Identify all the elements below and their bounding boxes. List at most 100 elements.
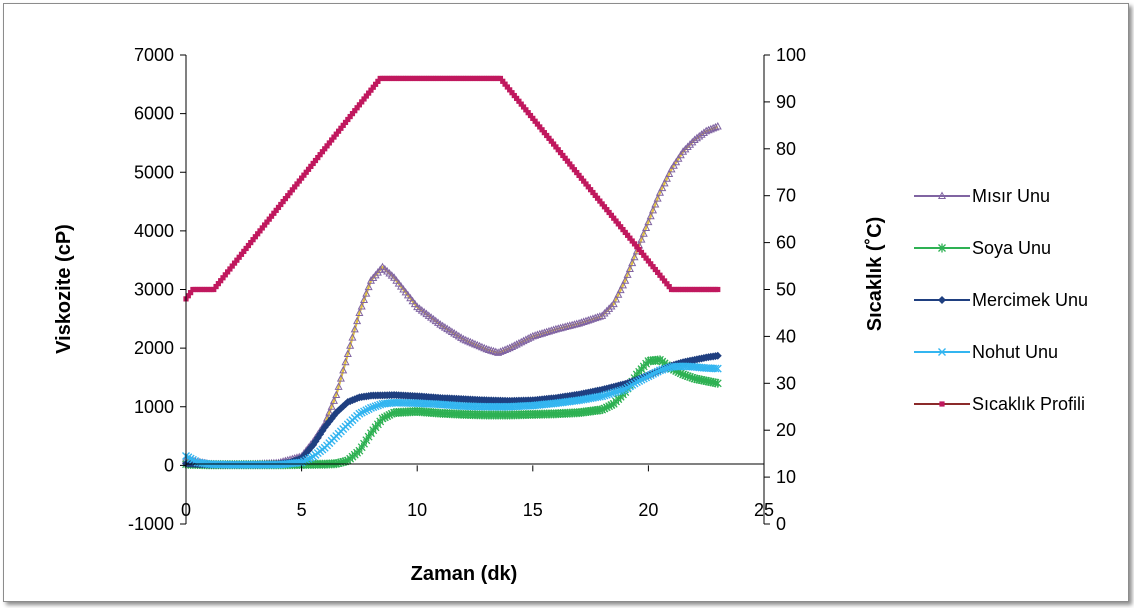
- data-point: [546, 135, 552, 141]
- data-point: [186, 454, 195, 463]
- data-point: [392, 276, 401, 284]
- data-point: [278, 201, 284, 208]
- x-tick-label: 5: [297, 500, 307, 520]
- data-point: [613, 218, 619, 224]
- data-point: [535, 329, 544, 338]
- data-point: [375, 78, 381, 84]
- data-point: [262, 222, 268, 228]
- data-point: [711, 364, 720, 373]
- data-point: [338, 125, 344, 131]
- data-point: [688, 137, 697, 146]
- legend-item: Nohut Unu: [914, 342, 1058, 362]
- data-point: [304, 454, 313, 463]
- data-point: [342, 119, 349, 126]
- data-point: [593, 312, 602, 321]
- data-point: [357, 408, 366, 417]
- data-point: [188, 455, 197, 464]
- data-point: [500, 78, 506, 84]
- data-point: [271, 210, 277, 216]
- data-point: [229, 263, 235, 269]
- data-point: [713, 378, 722, 388]
- data-point: [664, 281, 670, 287]
- data-point: [532, 118, 538, 124]
- data-point: [655, 269, 661, 275]
- chart-svg: 0 5 10 15 20 25-10000100020003000400050006000…: [53, 45, 1088, 585]
- data-point: [662, 364, 671, 373]
- data-point: [354, 105, 360, 111]
- data-point: [250, 237, 256, 243]
- data-point: [257, 228, 263, 234]
- data-point: [635, 376, 644, 385]
- chart-frame: 0 5 10 15 20 25 -1000 0 1000 2000 3000 4000 5000 6000…: [3, 3, 1129, 602]
- data-point: [676, 150, 685, 159]
- legend-label: Sıcaklık Profili: [972, 394, 1085, 414]
- data-point: [661, 278, 668, 284]
- data-point: [598, 311, 607, 319]
- legend-label: Soya Unu: [972, 238, 1051, 258]
- data-point: [366, 403, 375, 412]
- ticks: 0 5 10 15 20 25-10000100020003000400050006000…: [128, 45, 806, 534]
- data-point: [292, 184, 298, 190]
- data-point: [630, 252, 639, 261]
- y-tick-label: 0: [164, 455, 174, 475]
- data-point: [599, 201, 605, 207]
- data-point: [643, 255, 649, 261]
- data-point: [658, 365, 667, 374]
- data-point: [642, 373, 651, 382]
- data-point: [346, 341, 355, 349]
- data-point: [360, 407, 369, 416]
- data-point: [336, 374, 345, 382]
- series-1: [182, 355, 722, 470]
- data-point: [692, 133, 701, 142]
- data-point: [637, 375, 646, 384]
- data-point: [563, 321, 572, 330]
- data-point: [660, 365, 669, 373]
- data-point: [322, 146, 328, 152]
- data-point: [636, 246, 642, 253]
- data-point: [634, 244, 640, 250]
- data-point: [305, 166, 312, 172]
- data-point: [362, 406, 371, 415]
- data-point: [557, 150, 564, 156]
- data-point: [600, 391, 609, 400]
- data-point: [306, 453, 315, 462]
- data-point: [644, 217, 653, 226]
- data-point: [662, 174, 671, 182]
- data-point: [641, 252, 647, 258]
- data-point: [371, 402, 380, 411]
- data-point: [602, 390, 611, 399]
- y2-tick-label: 80: [776, 139, 796, 159]
- data-point: [938, 296, 946, 304]
- data-point: [651, 199, 660, 208]
- data-point: [241, 248, 247, 254]
- data-point: [655, 188, 664, 196]
- data-point: [651, 368, 660, 377]
- data-point: [280, 198, 286, 205]
- data-point: [657, 272, 663, 278]
- data-point: [303, 169, 309, 175]
- data-point: [376, 400, 385, 409]
- data-point: [581, 316, 591, 325]
- data-point: [711, 122, 720, 131]
- data-point: [584, 315, 593, 324]
- data-point: [406, 293, 415, 302]
- data-point: [562, 155, 568, 161]
- data-point: [507, 87, 513, 93]
- data-point: [683, 142, 692, 151]
- data-point: [588, 314, 597, 322]
- data-point: [611, 215, 617, 221]
- data-point: [715, 286, 721, 293]
- data-point: [648, 205, 658, 214]
- data-point: [252, 234, 258, 240]
- y-tick-label: 5000: [134, 162, 174, 182]
- data-point: [674, 154, 683, 162]
- data-point: [544, 132, 550, 139]
- data-point: [627, 235, 633, 241]
- data-point: [576, 172, 582, 179]
- y2-tick-label: 60: [776, 233, 796, 253]
- data-point: [211, 286, 217, 293]
- data-point: [659, 275, 665, 281]
- data-point: [556, 323, 565, 332]
- data-point: [541, 130, 547, 136]
- data-point: [312, 157, 319, 164]
